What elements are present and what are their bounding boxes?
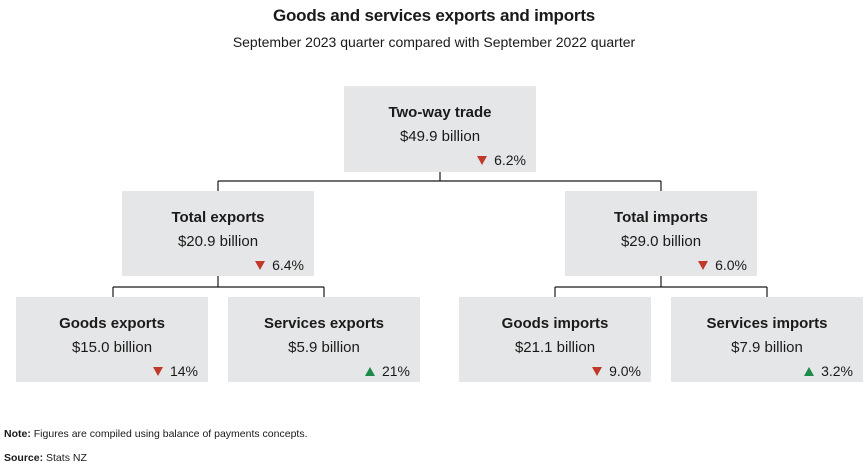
node-value: $21.1 billion	[514, 339, 596, 356]
node-value: $5.9 billion	[288, 339, 360, 356]
node-goods-imports: Goods imports $21.1 billion 9.0%	[459, 297, 651, 382]
node-name: Two-way trade	[388, 104, 492, 121]
node-change: 3.2%	[804, 363, 853, 379]
node-name: Goods exports	[59, 315, 165, 332]
node-value: $49.9 billion	[399, 128, 481, 145]
node-change-value: 6.0%	[715, 257, 747, 273]
node-value: $29.0 billion	[620, 233, 702, 250]
node-total-exports: Total exports $20.9 billion 6.4%	[122, 191, 314, 276]
node-two-way-trade: Two-way trade $49.9 billion 6.2%	[344, 86, 536, 172]
node-change: 14%	[152, 363, 198, 379]
up-triangle-icon	[804, 366, 815, 376]
node-change: 21%	[364, 363, 410, 379]
node-name: Services imports	[706, 315, 828, 332]
note-label: Note:	[4, 428, 31, 440]
node-total-imports: Total imports $29.0 billion 6.0%	[565, 191, 757, 276]
node-services-exports: Services exports $5.9 billion 21%	[228, 297, 420, 382]
node-services-imports: Services imports $7.9 billion 3.2%	[671, 297, 863, 382]
source-line: Source: Stats NZ	[4, 452, 87, 464]
node-name: Services exports	[263, 315, 385, 332]
down-triangle-icon	[152, 366, 163, 376]
chart-subtitle: September 2023 quarter compared with Sep…	[232, 34, 636, 50]
node-change-value: 6.4%	[272, 257, 304, 273]
note-text: Figures are compiled using balance of pa…	[33, 428, 308, 440]
node-change: 6.0%	[698, 257, 747, 273]
node-value: $20.9 billion	[177, 233, 259, 250]
node-change-value: 14%	[169, 363, 198, 379]
node-value: $15.0 billion	[71, 339, 153, 356]
source-text: Stats NZ	[46, 452, 87, 464]
node-change: 9.0%	[592, 363, 641, 379]
footnote: Note: Figures are compiled using balance…	[4, 428, 308, 440]
node-change-value: 6.2%	[494, 152, 526, 168]
connector-root	[217, 172, 662, 191]
node-change-value: 3.2%	[821, 363, 853, 379]
node-goods-exports: Goods exports $15.0 billion 14%	[16, 297, 208, 382]
node-change-value: 9.0%	[609, 363, 641, 379]
down-triangle-icon	[255, 260, 266, 270]
down-triangle-icon	[592, 366, 603, 376]
node-change: 6.2%	[477, 152, 526, 168]
up-triangle-icon	[364, 366, 375, 376]
source-label: Source:	[4, 452, 44, 464]
chart-title: Goods and services exports and imports	[272, 6, 596, 25]
node-name: Goods imports	[501, 315, 609, 332]
node-value: $7.9 billion	[731, 339, 803, 356]
down-triangle-icon	[698, 260, 709, 270]
node-change: 6.4%	[255, 257, 304, 273]
connector-exports	[112, 276, 325, 297]
down-triangle-icon	[477, 155, 488, 165]
node-change-value: 21%	[381, 363, 410, 379]
connector-imports	[554, 276, 768, 297]
node-name: Total exports	[171, 209, 265, 226]
node-name: Total imports	[614, 209, 708, 226]
